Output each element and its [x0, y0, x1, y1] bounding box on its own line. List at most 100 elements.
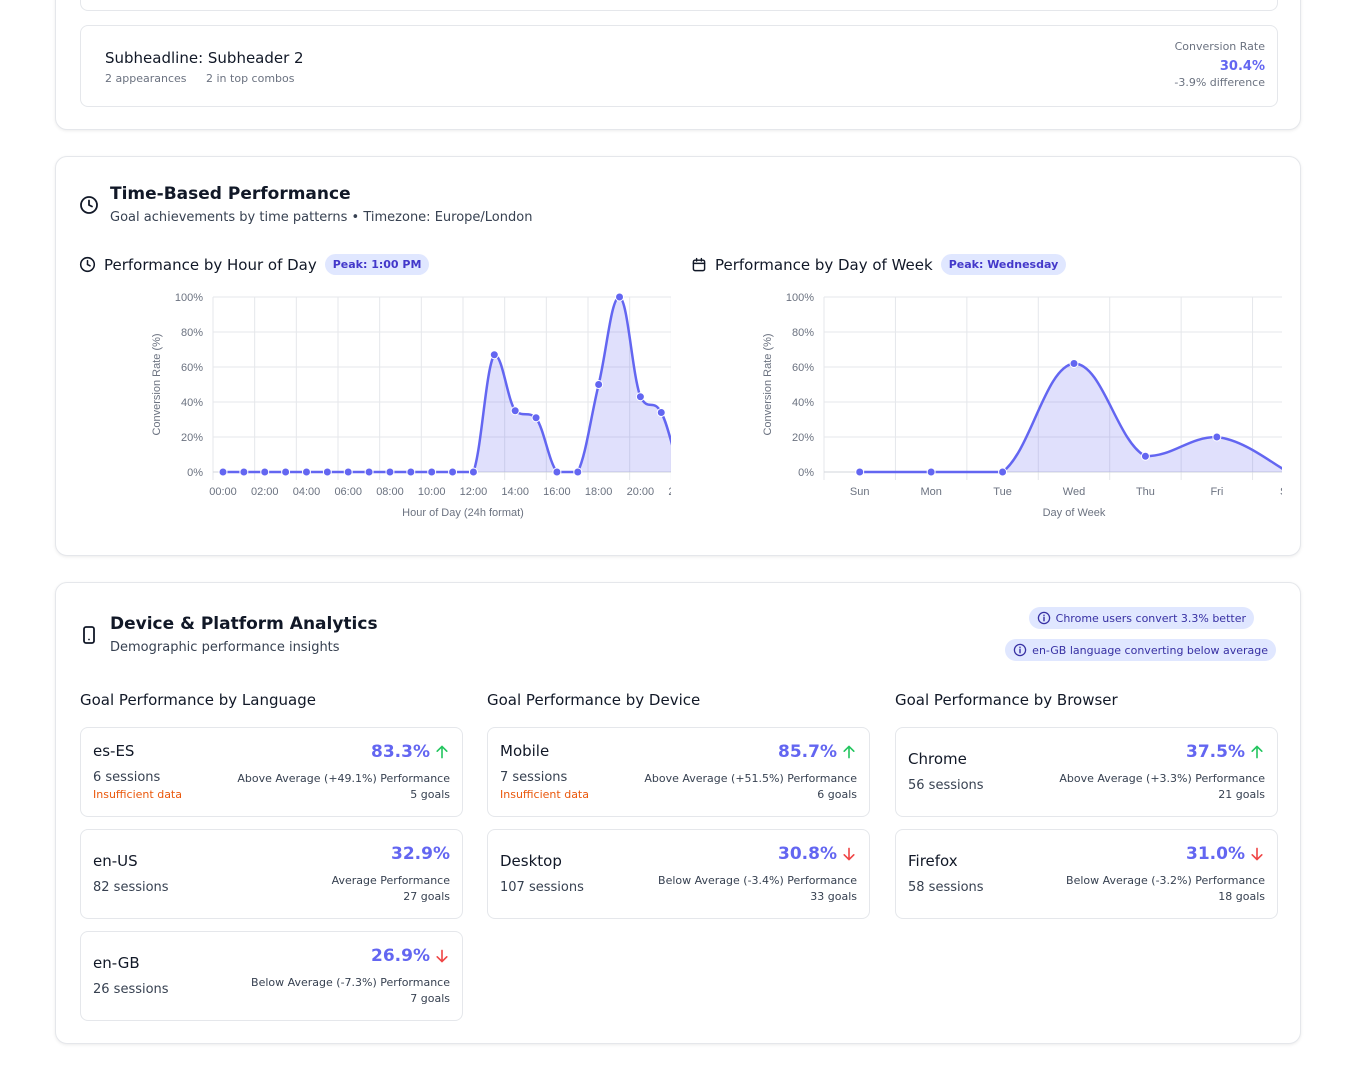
insight-text: en-GB language converting below average [1032, 643, 1268, 657]
goals-count: 18 goals [1218, 890, 1265, 903]
performance-label: Above Average (+51.5%) Performance [644, 772, 857, 785]
device-platform-card: Device & Platform Analytics Demographic … [55, 582, 1301, 1044]
data-point [573, 467, 583, 477]
data-point [281, 467, 291, 477]
arrow-down-icon [436, 949, 448, 963]
data-point [552, 467, 562, 477]
x-tick-label: Tue [993, 486, 1012, 498]
x-tick-label: 06:00 [334, 486, 362, 498]
smartphone-icon [83, 626, 95, 644]
subheader-name: Subheadline: Subheader 2 [105, 49, 304, 67]
insight-badge: Chrome users convert 3.3% better [1028, 607, 1254, 629]
metric-value: 30.4% [1219, 59, 1265, 74]
stat-card[interactable]: es-ES 6 sessions Insufficient data 83.3% Abo… [80, 727, 463, 817]
y-tick-label: 60% [792, 362, 814, 374]
data-point [510, 406, 520, 416]
calendar-icon [692, 257, 706, 271]
data-point [656, 408, 666, 417]
stat-card[interactable]: en-US 82 sessions 32.9% Average Performance… [80, 829, 463, 919]
stat-sessions: 6 sessions [93, 770, 161, 785]
x-tick-label: 08:00 [376, 486, 404, 498]
x-tick-label: 02:00 [251, 486, 279, 498]
stat-card[interactable]: Mobile 7 sessions Insufficient data 85.7% Ab… [487, 727, 870, 817]
percentage-value: 32.9% [391, 844, 450, 864]
y-axis-title: Conversion Rate (%) [762, 333, 774, 435]
arrow-up-icon [436, 745, 448, 759]
x-tick-label: 10:00 [418, 486, 446, 498]
x-tick-label: 20:00 [627, 486, 655, 498]
stat-card[interactable]: Chrome 56 sessions 37.5% Above Average (+3.… [895, 727, 1278, 817]
subheader-item: Subheadline: Subheader 2 2 appearances 2… [80, 25, 1278, 107]
stat-percentage: 30.8% [778, 844, 857, 864]
y-tick-label: 0% [798, 467, 814, 479]
stat-percentage: 83.3% [371, 742, 450, 762]
data-point [343, 467, 353, 477]
data-point [322, 467, 332, 477]
data-point [364, 467, 374, 477]
section-subtitle: Demographic performance insights [110, 640, 340, 655]
y-tick-label: 80% [181, 327, 203, 339]
clock-icon [79, 256, 96, 273]
data-point [531, 413, 541, 423]
column-title: Goal Performance by Device [487, 691, 701, 709]
goals-count: 27 goals [403, 890, 450, 903]
data-point [260, 467, 270, 477]
percentage-value: 37.5% [1186, 742, 1245, 762]
performance-label: Average Performance [331, 874, 450, 887]
stat-sessions: 26 sessions [93, 982, 169, 997]
percentage-value: 30.8% [778, 844, 837, 864]
stat-card[interactable]: Desktop 107 sessions 30.8% Below Average (-… [487, 829, 870, 919]
day-of-week-chart[interactable]: 0% 20% 40% 60% 80% 100% Sun Mon Tue Wed Thu Fri Sat D… [692, 285, 1282, 525]
hour-of-day-chart[interactable]: 0% 20% 40% 60% 80% 100% 00:00 02:00 04:00 06:00 08… [81, 285, 671, 525]
stat-sessions: 56 sessions [908, 778, 984, 793]
y-tick-label: 100% [175, 292, 203, 304]
stat-name: Firefox [908, 852, 958, 870]
data-point [1212, 432, 1222, 442]
previous-item-stub [80, 0, 1278, 11]
insight-text: Chrome users convert 3.3% better [1055, 611, 1246, 625]
stat-percentage: 26.9% [371, 946, 450, 966]
area-fill [223, 297, 671, 472]
x-axis-title: Hour of Day (24h format) [402, 507, 524, 519]
arrow-down-icon [1251, 847, 1263, 861]
stat-percentage: 37.5% [1186, 742, 1265, 762]
stat-name: Mobile [500, 742, 550, 760]
x-tick-label: Thu [1136, 486, 1155, 498]
y-tick-label: 80% [792, 327, 814, 339]
stat-name: es-ES [93, 742, 135, 760]
x-tick-label: 12:00 [460, 486, 488, 498]
performance-label: Below Average (-3.2%) Performance [1066, 874, 1265, 887]
data-point [635, 392, 645, 402]
stat-card[interactable]: en-GB 26 sessions 26.9% Below Average (-7.3… [80, 931, 463, 1021]
day-peak-badge: Peak: Wednesday [940, 254, 1067, 275]
goals-count: 21 goals [1218, 788, 1265, 801]
stat-percentage: 85.7% [778, 742, 857, 762]
stat-card[interactable]: Firefox 58 sessions 31.0% Below Average (-3… [895, 829, 1278, 919]
combos-count: 2 in top combos [206, 72, 295, 85]
clock-icon [80, 196, 98, 214]
data-point [926, 467, 936, 477]
stat-percentage: 31.0% [1186, 844, 1265, 864]
percentage-value: 31.0% [1186, 844, 1245, 864]
x-tick-label: Wed [1063, 486, 1085, 498]
x-tick-label: Sun [850, 486, 870, 498]
hour-peak-badge: Peak: 1:00 PM [324, 254, 430, 275]
data-point [468, 467, 478, 477]
y-tick-label: 20% [181, 432, 203, 444]
stat-sessions: 7 sessions [500, 770, 568, 785]
data-point [1140, 451, 1150, 461]
insufficient-data-warning: Insufficient data [93, 788, 182, 801]
percentage-value: 26.9% [371, 946, 430, 966]
performance-label: Below Average (-7.3%) Performance [251, 976, 450, 989]
data-point [385, 467, 395, 477]
performance-label: Above Average (+49.1%) Performance [237, 772, 450, 785]
x-tick-label: 16:00 [543, 486, 571, 498]
metric-label: Conversion Rate [1174, 40, 1265, 53]
appearances-count: 2 appearances [105, 72, 187, 85]
day-chart-title: Performance by Day of Week [715, 255, 933, 274]
arrow-up-icon [1251, 745, 1263, 759]
area-fill [859, 363, 1282, 472]
goals-count: 33 goals [810, 890, 857, 903]
time-performance-card: Time-Based Performance Goal achievements… [55, 156, 1301, 556]
metric-difference: -3.9% difference [1174, 76, 1265, 89]
